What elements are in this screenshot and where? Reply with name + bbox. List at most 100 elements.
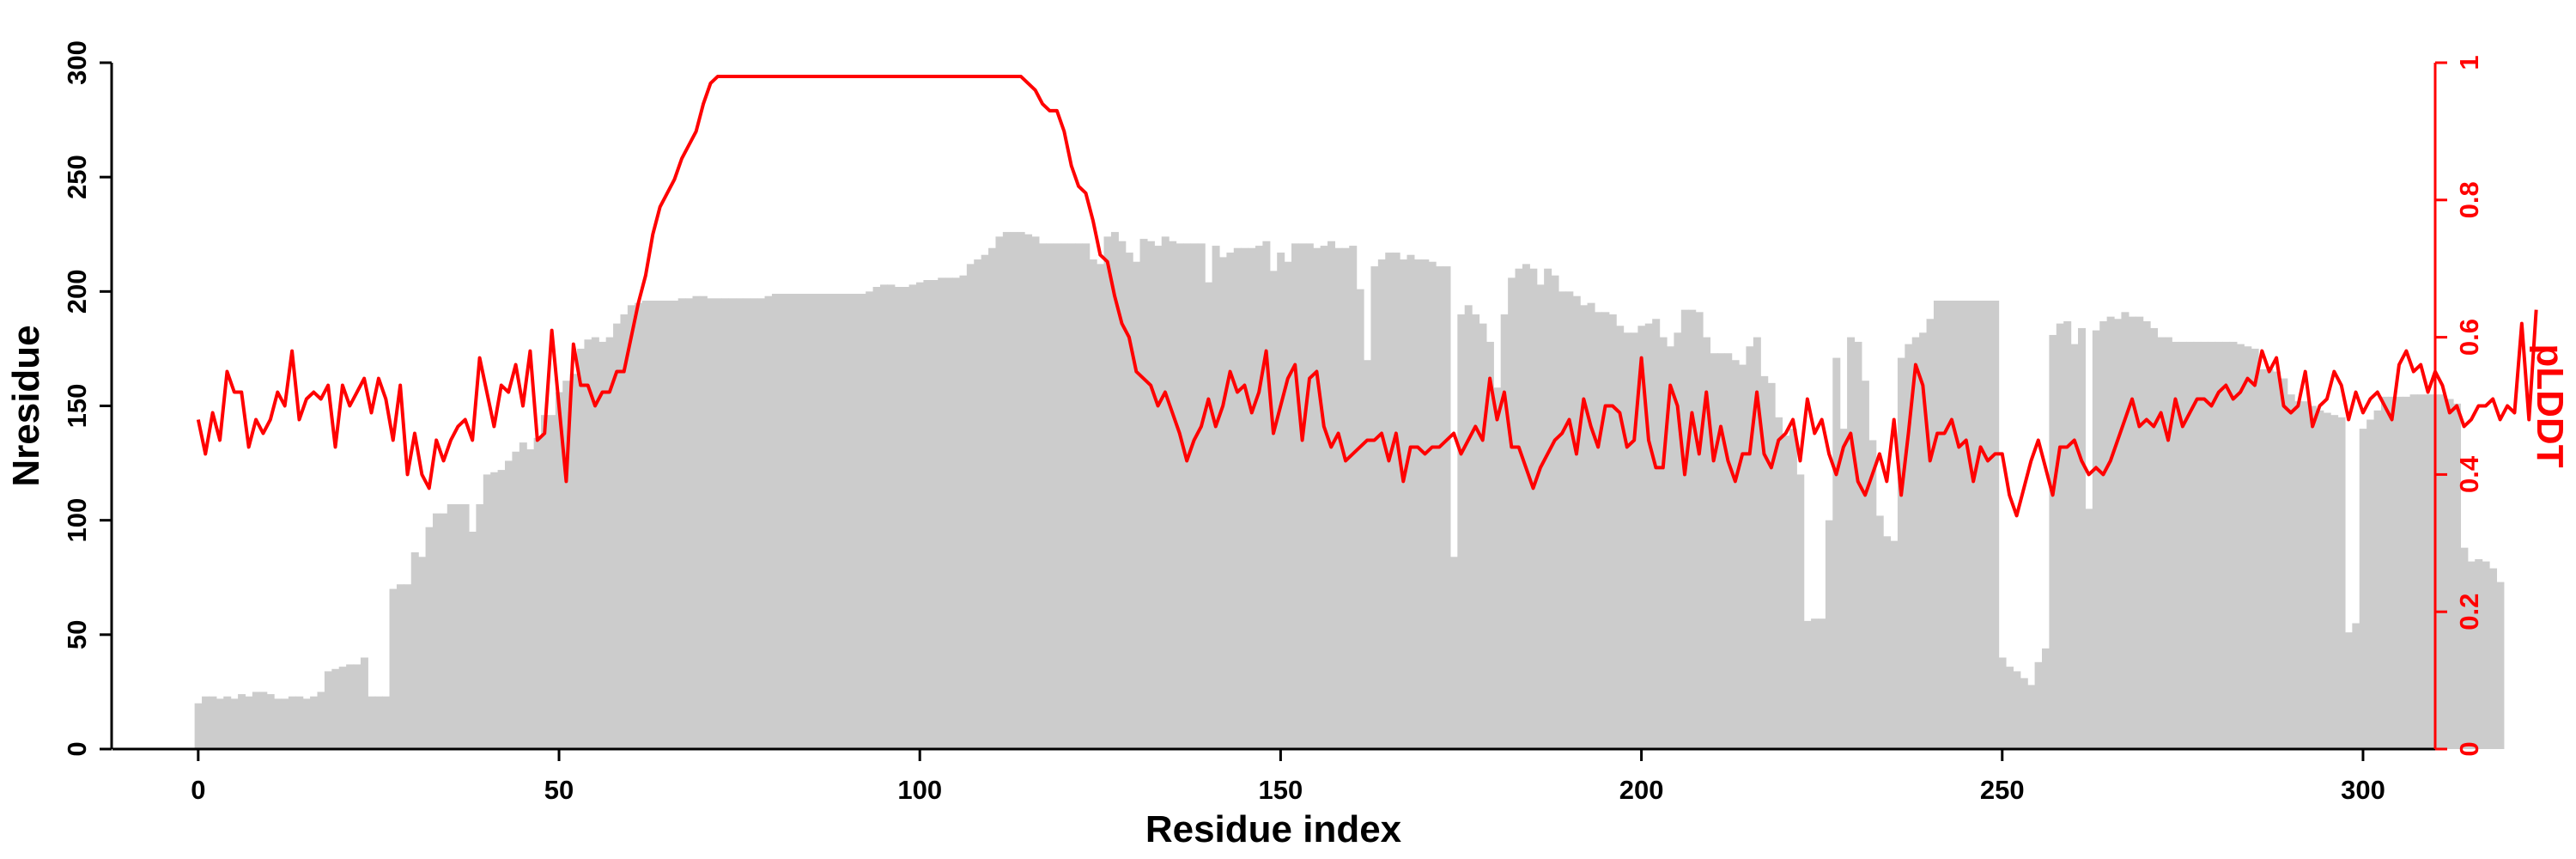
bar	[1861, 381, 1869, 749]
bar	[1767, 382, 1776, 749]
bar	[1926, 319, 1935, 749]
bar	[764, 295, 773, 749]
bar	[793, 294, 802, 749]
bar	[1449, 557, 1458, 749]
bar	[923, 280, 932, 749]
bar	[425, 527, 434, 749]
y2-tick-label: 1	[2454, 55, 2484, 70]
bar	[1125, 253, 1133, 749]
bar	[1089, 259, 1097, 749]
bar	[786, 294, 794, 749]
bar	[317, 691, 325, 749]
bar	[2034, 661, 2043, 749]
bar	[1038, 243, 1047, 749]
bar	[2005, 667, 2014, 749]
bar	[519, 442, 527, 749]
bar	[1825, 520, 1833, 749]
bar	[533, 437, 542, 749]
bar	[2316, 410, 2324, 749]
bar	[1630, 332, 1638, 749]
bar	[1392, 253, 1400, 749]
bar	[1218, 257, 1227, 749]
bar	[2049, 334, 2057, 749]
bar	[1854, 341, 1862, 749]
bar	[1695, 312, 1704, 749]
bar	[966, 264, 975, 749]
bar	[1110, 232, 1119, 750]
bar	[1977, 300, 1985, 749]
bar	[302, 698, 311, 749]
y-tick-label: 50	[62, 620, 92, 649]
bar	[1601, 312, 1610, 749]
bar	[1060, 243, 1069, 749]
bar	[605, 337, 614, 749]
bar	[432, 513, 440, 749]
bar	[1291, 243, 1300, 749]
bar	[476, 504, 484, 749]
bar	[1118, 241, 1127, 749]
bar	[872, 287, 881, 749]
bar	[2236, 344, 2245, 749]
bar	[216, 698, 224, 749]
bar	[526, 449, 535, 749]
bar	[259, 691, 268, 749]
bar	[2150, 327, 2159, 749]
bar	[663, 300, 671, 749]
bar	[981, 254, 989, 750]
x-tick-label: 150	[1259, 775, 1303, 805]
bar	[2099, 320, 2108, 749]
bar	[2424, 394, 2433, 749]
bar	[454, 504, 463, 749]
bar	[677, 298, 686, 749]
bar	[858, 294, 866, 749]
bar	[360, 657, 368, 749]
bar	[2409, 394, 2418, 749]
bar	[2460, 547, 2469, 749]
bar	[894, 287, 902, 749]
bar	[1529, 268, 1538, 749]
bar	[2244, 346, 2252, 749]
bar	[1998, 657, 2007, 749]
bar	[1594, 312, 1602, 749]
bar	[2128, 316, 2136, 749]
bar	[1710, 353, 1718, 749]
bar	[1190, 243, 1199, 749]
bar	[2013, 671, 2021, 749]
bar	[281, 698, 289, 749]
bar	[1053, 243, 1061, 749]
bar	[1782, 436, 1790, 749]
bar	[2366, 419, 2375, 749]
y-tick-label: 150	[62, 384, 92, 429]
bar	[1385, 253, 1394, 749]
bar	[2373, 410, 2382, 749]
bar	[1161, 236, 1170, 749]
bar	[2280, 378, 2288, 749]
bar	[1832, 357, 1841, 749]
bar	[1847, 337, 1856, 749]
bar	[2164, 337, 2172, 749]
bar	[2272, 371, 2281, 749]
bar	[2467, 561, 2476, 749]
bar	[194, 703, 203, 749]
bar	[1984, 300, 1992, 749]
bar	[714, 298, 722, 749]
x-tick-label: 200	[1619, 775, 1664, 805]
bar	[1637, 326, 1646, 749]
bar	[916, 282, 925, 749]
bar	[1803, 620, 1812, 749]
axes: 0 50 100 150 200 250 300 0 50 100 150 200 250 300 0 0.2…	[62, 40, 2484, 805]
bar	[1919, 332, 1928, 749]
bar	[2323, 412, 2331, 749]
bar	[1522, 264, 1530, 749]
bar	[230, 698, 239, 749]
x-tick-label: 250	[1980, 775, 2025, 805]
bar	[1067, 243, 1076, 749]
bar	[324, 671, 332, 749]
bar	[822, 294, 830, 749]
bar	[353, 664, 361, 749]
bar	[2453, 403, 2462, 749]
bar	[1364, 360, 1372, 749]
bar	[2070, 344, 2079, 749]
bar	[1544, 268, 1552, 749]
